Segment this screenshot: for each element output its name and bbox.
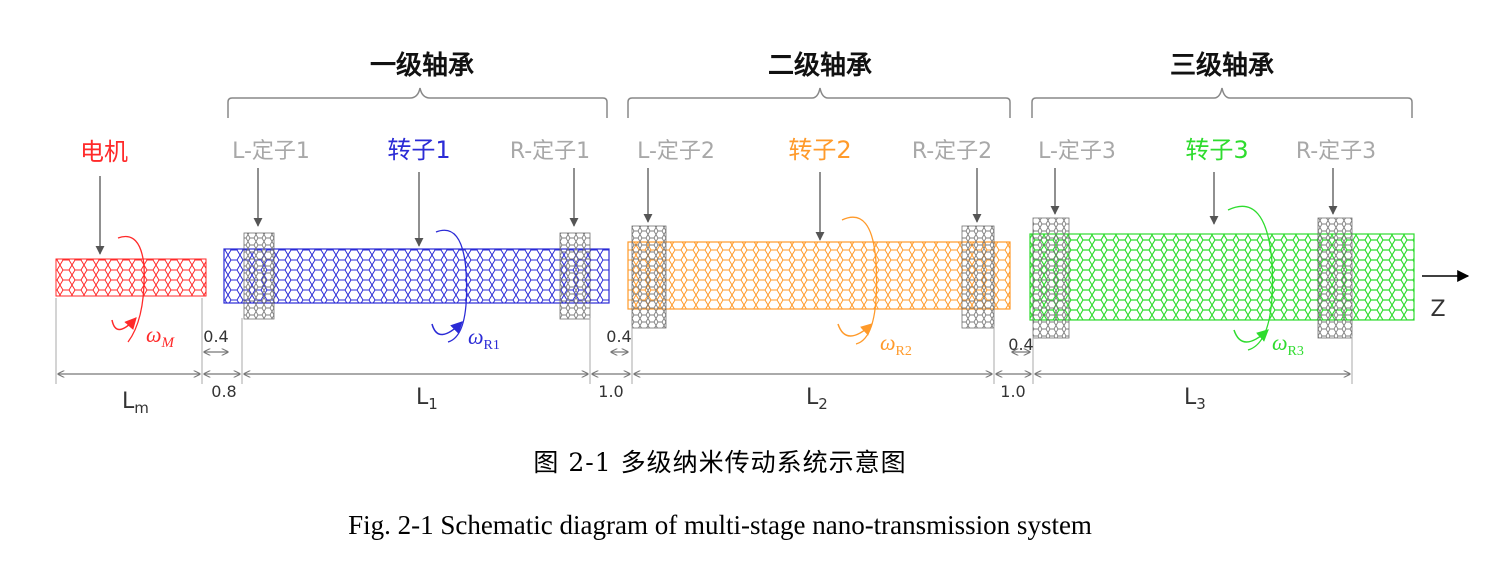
gap-2-bottom-value: 1.0 xyxy=(598,382,623,401)
left-stator-2-label: L-定子2 xyxy=(637,139,715,164)
caption-chinese: 图 2-1 多级纳米传动系统示意图 xyxy=(533,448,907,477)
bearing-group-3: 三级轴承 xyxy=(1031,50,1413,118)
gap-3-top-value: 0.4 xyxy=(1008,335,1033,354)
rotor-2-tube xyxy=(627,241,1011,310)
bearing-title-2: 二级轴承 xyxy=(768,50,872,81)
left-stator-1 xyxy=(243,232,275,320)
rotor-3-rotation-arrow xyxy=(1227,205,1274,351)
motor-label: 电机 xyxy=(80,138,128,166)
left-stator-3-label: L-定子3 xyxy=(1038,139,1116,164)
rotor-2-rotation-arrow xyxy=(837,216,878,345)
motor-tube xyxy=(55,258,207,297)
rotor-1-length-label: L1 xyxy=(416,385,438,413)
rotor-2-omega: ωR2 xyxy=(880,330,912,359)
right-stator-3-label: R-定子3 xyxy=(1296,139,1376,164)
dimension-lines xyxy=(58,352,1350,374)
motor-rotation-arrow xyxy=(111,236,145,343)
bearing-title-3: 三级轴承 xyxy=(1170,50,1274,81)
rotor-1-tube xyxy=(223,248,610,304)
rotor-1-rotation-arrow xyxy=(431,229,468,343)
right-stator-1-label: R-定子1 xyxy=(510,139,590,164)
left-stator-1-label: L-定子1 xyxy=(232,139,310,164)
gap-3-bottom-value: 1.0 xyxy=(1000,382,1025,401)
right-stator-2-label: R-定子2 xyxy=(912,139,992,164)
right-stator-1 xyxy=(559,232,591,320)
bearing-title-1: 一级轴承 xyxy=(370,50,474,81)
caption-english: Fig. 2-1 Schematic diagram of multi-stag… xyxy=(348,510,1092,540)
z-axis-label: Z xyxy=(1430,297,1445,322)
bearing-group-2: 二级轴承 xyxy=(627,50,1011,118)
left-stator-3 xyxy=(1032,217,1070,339)
gap-1-top-value: 0.4 xyxy=(203,327,228,346)
pointer-arrows xyxy=(95,168,1338,255)
rotor-1-label: 转子1 xyxy=(387,136,450,164)
right-stator-3 xyxy=(1317,217,1353,339)
rotor-3-length-label: L3 xyxy=(1184,385,1206,413)
gap-2-top-value: 0.4 xyxy=(606,327,631,346)
rotor-3-tube xyxy=(1029,233,1415,321)
bearing-group-1: 一级轴承 xyxy=(227,50,608,118)
dimension-extension-lines xyxy=(55,298,1353,384)
rotor-3-label: 转子3 xyxy=(1185,136,1248,164)
rotor-1-omega: ωR1 xyxy=(468,324,500,353)
rotor-2-label: 转子2 xyxy=(788,136,851,164)
motor-omega: ωM xyxy=(146,322,176,351)
rotor-3-omega: ωR3 xyxy=(1272,330,1304,359)
left-stator-2 xyxy=(631,225,667,329)
rotor-2-length-label: L2 xyxy=(806,385,828,413)
gap-1-bottom-value: 0.8 xyxy=(211,382,236,401)
right-stator-2 xyxy=(961,225,995,329)
motor-length-label: Lm xyxy=(122,389,149,417)
